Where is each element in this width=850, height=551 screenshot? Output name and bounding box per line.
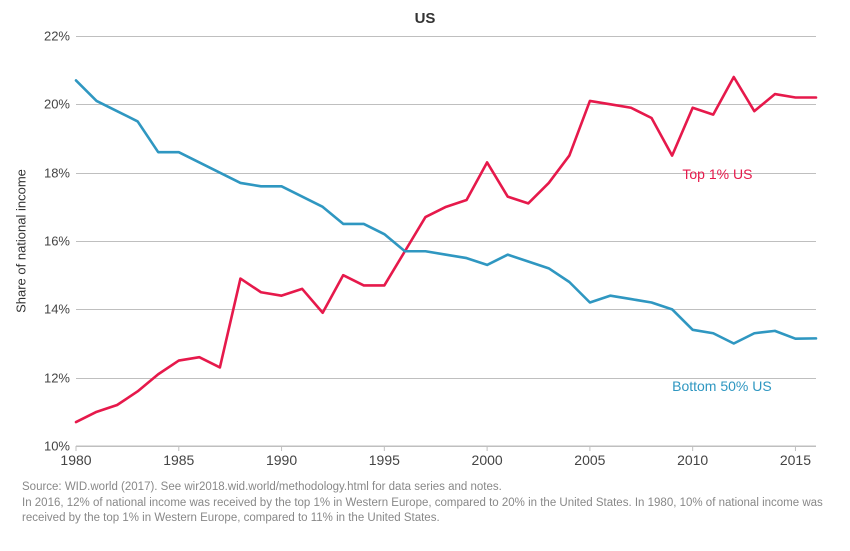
series-line [76, 80, 816, 343]
x-tick-label: 2015 [780, 452, 811, 468]
y-axis-label: Share of national income [14, 169, 29, 313]
y-tick-label: 22% [30, 29, 70, 44]
y-tick-label: 12% [30, 370, 70, 385]
y-tick-label: 16% [30, 234, 70, 249]
y-tick-label: 14% [30, 302, 70, 317]
x-tick-label: 1990 [266, 452, 297, 468]
note-text: In 2016, 12% of national income was rece… [22, 496, 828, 527]
series-line [76, 77, 816, 422]
chart-title: US [0, 0, 850, 27]
series-label: Bottom 50% US [672, 378, 772, 394]
y-tick-label: 20% [30, 97, 70, 112]
source-text: Source: WID.world (2017). See wir2018.wi… [22, 480, 828, 496]
x-tick-label: 2000 [472, 452, 503, 468]
x-tick-label: 1995 [369, 452, 400, 468]
x-tick-label: 2010 [677, 452, 708, 468]
y-tick-label: 18% [30, 165, 70, 180]
x-tick-label: 1985 [163, 452, 194, 468]
series-label: Top 1% US [682, 166, 752, 182]
plot-area: Share of national income 10%12%14%16%18%… [76, 36, 816, 446]
x-tick-label: 2005 [574, 452, 605, 468]
x-tick-label: 1980 [60, 452, 91, 468]
chart-footer: Source: WID.world (2017). See wir2018.wi… [22, 480, 828, 527]
